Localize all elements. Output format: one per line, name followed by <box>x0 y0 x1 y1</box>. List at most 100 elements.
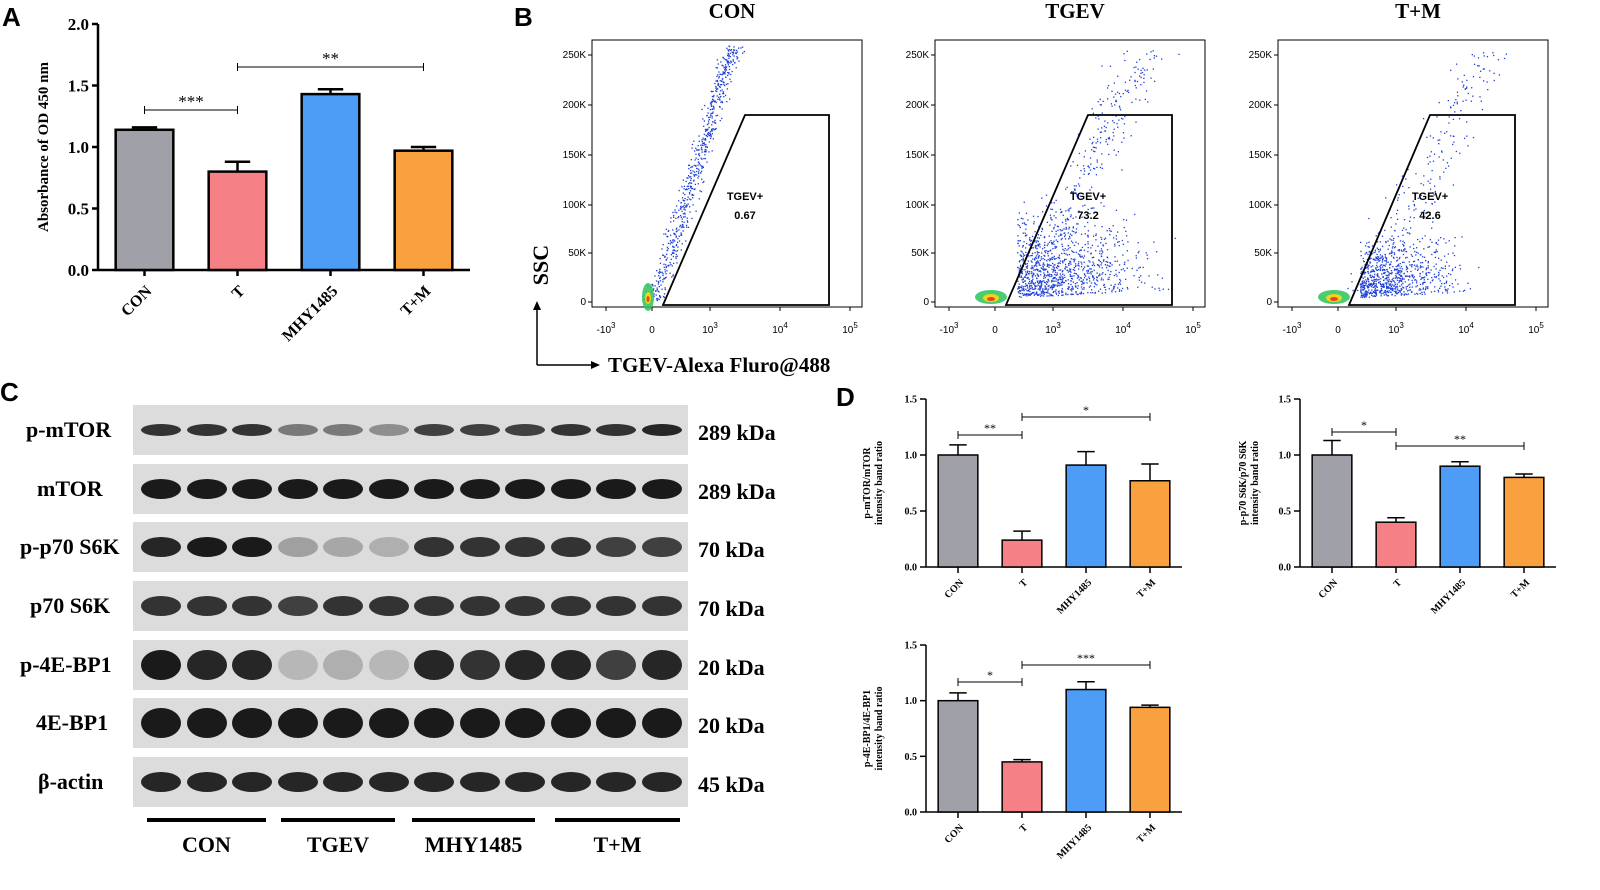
flow-event-dot <box>718 77 720 79</box>
flow-event-dot <box>1425 287 1427 290</box>
flow-event-dot <box>1100 255 1103 257</box>
flow-event-dot <box>685 240 687 242</box>
y-tick-label: 0.5 <box>1279 507 1292 518</box>
flow-event-dot <box>1038 237 1041 239</box>
flow-event-dot <box>1077 293 1079 296</box>
flow-event-dot <box>1174 237 1176 240</box>
flow-event-dot <box>1055 274 1057 276</box>
flow-event-dot <box>1365 279 1367 281</box>
flow-event-dot <box>1161 58 1163 60</box>
flow-event-dot <box>697 177 699 179</box>
flow-event-dot <box>667 230 669 233</box>
flow-event-dot <box>1077 264 1079 266</box>
blot-band <box>368 708 409 738</box>
flow-event-dot <box>1046 265 1049 267</box>
flow-event-dot <box>1449 106 1452 108</box>
flow-event-dot <box>675 257 677 260</box>
flow-event-dot <box>689 190 692 192</box>
flow-event-dot <box>723 83 725 85</box>
flow-event-dot <box>1402 234 1404 237</box>
flow-event-dot <box>659 262 662 265</box>
flow-event-dot <box>1360 282 1362 285</box>
flow-event-dot <box>1434 190 1437 193</box>
flow-event-dot <box>1376 262 1378 264</box>
flow-event-dot <box>1134 80 1136 83</box>
flow-event-dot <box>1400 265 1403 268</box>
flow-event-dot <box>1030 267 1032 270</box>
flow-event-dot <box>1029 271 1031 273</box>
flow-event-dot <box>1391 252 1393 254</box>
flow-event-dot <box>698 149 700 151</box>
flow-event-dot <box>1437 291 1440 293</box>
flow-event-dot <box>678 209 680 211</box>
flow-event-dot <box>1099 261 1102 263</box>
flow-event-dot <box>1022 278 1024 281</box>
flow-event-dot <box>1050 216 1052 219</box>
flow-event-dot <box>1091 142 1093 145</box>
flow-event-dot <box>1366 294 1368 296</box>
flow-event-dot <box>1112 225 1114 227</box>
flow-event-dot <box>1427 287 1429 290</box>
flow-event-dot <box>1067 209 1069 211</box>
flow-event-dot <box>1021 271 1023 273</box>
flow-event-dot <box>1466 79 1468 82</box>
flow-event-dot <box>1075 228 1078 230</box>
flow-event-dot <box>1031 276 1034 278</box>
group-label: CON <box>182 832 231 857</box>
flow-event-dot <box>1062 291 1064 293</box>
flow-event-dot <box>1044 251 1047 254</box>
flow-event-dot <box>1438 101 1440 104</box>
flow-event-dot <box>1108 153 1110 156</box>
flow-event-dot <box>1029 285 1031 287</box>
y-axis-label: p-p70 S6K/p70 S6K <box>1238 441 1249 526</box>
flow-event-dot <box>1375 235 1377 237</box>
flow-event-dot <box>1060 234 1063 236</box>
flow-event-dot <box>708 151 710 153</box>
flow-event-dot <box>1463 289 1466 292</box>
flow-event-dot <box>1442 267 1444 270</box>
flow-event-dot <box>1467 282 1469 284</box>
flow-event-dot <box>1031 265 1033 267</box>
flow-event-dot <box>1492 54 1495 57</box>
flow-event-dot <box>1423 209 1426 212</box>
flow-event-dot <box>1111 289 1113 291</box>
flow-event-dot <box>1425 202 1427 204</box>
flow-event-dot <box>1416 269 1419 271</box>
flow-event-dot <box>1396 256 1398 259</box>
flow-event-dot <box>702 165 704 168</box>
x-tick-label: T <box>229 283 249 303</box>
flow-event-dot <box>682 192 684 194</box>
flow-event-dot <box>1380 291 1382 293</box>
flow-event-dot <box>1076 293 1078 296</box>
flow-event-dot <box>1098 273 1101 275</box>
flow-event-dot <box>1096 159 1098 161</box>
flow-event-dot <box>1047 288 1050 290</box>
flow-event-dot <box>736 58 738 60</box>
flow-event-dot <box>1044 258 1046 261</box>
flow-event-dot <box>1385 294 1388 296</box>
flow-event-dot <box>1360 288 1362 290</box>
flow-event-dot <box>714 128 717 130</box>
flow-event-dot <box>1406 290 1409 292</box>
flow-event-dot <box>1070 280 1072 282</box>
flow-event-dot <box>1090 292 1092 294</box>
flow-event-dot <box>1082 282 1084 285</box>
flow-event-dot <box>1167 288 1170 291</box>
flow-event-dot <box>1110 284 1112 286</box>
flow-event-dot <box>1114 93 1117 95</box>
flow-event-dot <box>1397 249 1399 251</box>
flow-event-dot <box>1044 285 1046 287</box>
flow-event-dot <box>1431 169 1433 172</box>
flow-event-dot <box>663 293 666 295</box>
flow-event-dot <box>1462 290 1465 292</box>
flow-event-dot <box>1371 289 1373 291</box>
flow-event-dot <box>1397 265 1399 267</box>
flow-event-dot <box>1410 254 1413 256</box>
flow-event-dot <box>1126 286 1129 289</box>
flow-event-dot <box>1143 77 1145 80</box>
flow-event-dot <box>1030 280 1033 282</box>
flow-event-dot <box>1396 292 1399 294</box>
flow-event-dot <box>657 280 660 283</box>
flow-event-dot <box>703 150 706 153</box>
